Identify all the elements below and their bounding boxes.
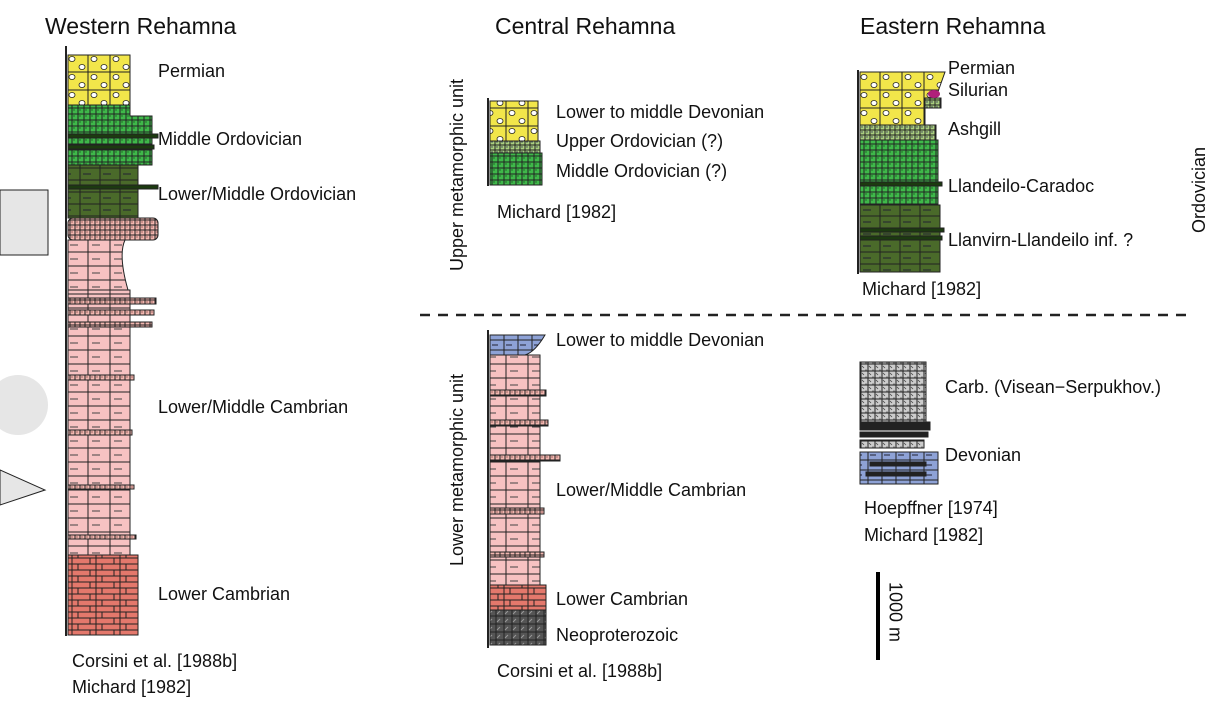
- unit-label: Llanvirn-Llandeilo inf. ?: [948, 230, 1133, 250]
- eastern-upper-column: [858, 70, 945, 274]
- unit-label: Neoproterozoic: [556, 625, 678, 645]
- unit-label: Devonian: [945, 445, 1021, 465]
- unit-label: Lower/Middle Cambrian: [158, 397, 348, 417]
- unit-label: Lower to middle Devonian: [556, 330, 764, 350]
- reference: Michard [1982]: [864, 525, 983, 545]
- column-title: Eastern Rehamna: [860, 13, 1046, 39]
- scale-label: 1000 m: [885, 582, 905, 642]
- column-title: Western Rehamna: [45, 13, 237, 39]
- unit-section-label: Upper metamorphic unit: [447, 79, 467, 271]
- central-upper-column: [488, 98, 542, 186]
- unit-label: Lower Cambrian: [158, 584, 290, 604]
- unit-label: Permian: [948, 58, 1015, 78]
- eastern-lower-column: [860, 362, 938, 484]
- central-lower-column: [488, 330, 560, 648]
- unit-label: Ashgill: [948, 119, 1001, 139]
- unit-label: Lower to middle Devonian: [556, 102, 764, 122]
- reference: Corsini et al. [1988b]: [72, 651, 237, 671]
- reference: Corsini et al. [1988b]: [497, 661, 662, 681]
- unit-label: Upper Ordovician (?): [556, 131, 723, 151]
- group-label: Ordovician: [1189, 147, 1209, 233]
- unit-label: Lower/Middle Ordovician: [158, 184, 356, 204]
- column-title: Central Rehamna: [495, 13, 675, 39]
- unit-section-label: Lower metamorphic unit: [447, 374, 467, 566]
- unit-label: Silurian: [948, 80, 1008, 100]
- unit-label: Middle Ordovician: [158, 129, 302, 149]
- unit-label: Lower Cambrian: [556, 589, 688, 609]
- western-column: [66, 46, 158, 636]
- reference: Michard [1982]: [862, 279, 981, 299]
- reference: Hoepffner [1974]: [864, 498, 998, 518]
- reference: Michard [1982]: [497, 202, 616, 222]
- reference: Michard [1982]: [72, 677, 191, 697]
- unit-label: Lower/Middle Cambrian: [556, 480, 746, 500]
- unit-label: Llandeilo-Caradoc: [948, 176, 1094, 196]
- unit-label: Carb. (Visean−Serpukhov.): [945, 377, 1161, 397]
- watermark: [0, 190, 48, 505]
- unit-label: Middle Ordovician (?): [556, 161, 727, 181]
- diagram: Western Rehamna Permian Middle Ordovicia…: [0, 0, 1228, 702]
- unit-label: Permian: [158, 61, 225, 81]
